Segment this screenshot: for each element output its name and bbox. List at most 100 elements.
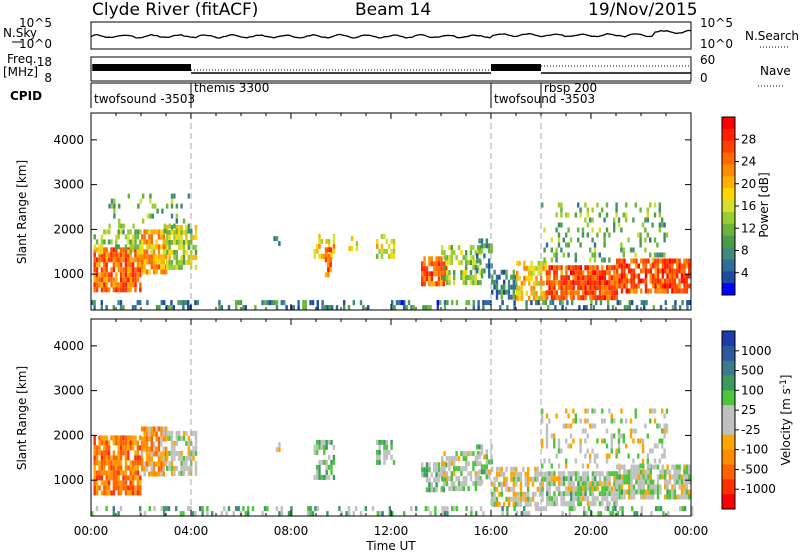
scatter-cell bbox=[655, 506, 658, 512]
scatter-cell bbox=[110, 252, 113, 258]
scatter-cell bbox=[315, 464, 319, 470]
scatter-cell bbox=[591, 408, 594, 414]
scatter-cell bbox=[150, 426, 153, 432]
scatter-cell bbox=[623, 263, 626, 269]
scatter-cell bbox=[467, 461, 470, 467]
scatter-cell bbox=[107, 257, 111, 263]
scatter-cell bbox=[628, 288, 631, 294]
scatter-cell bbox=[430, 276, 433, 282]
scatter-cell bbox=[168, 259, 171, 265]
scatter-cell bbox=[517, 496, 520, 502]
scatter-cell bbox=[577, 270, 580, 276]
scatter-cell bbox=[596, 202, 599, 208]
scatter-cell bbox=[187, 239, 190, 245]
scatter-cell bbox=[567, 491, 570, 497]
y-tick-label: 1000 bbox=[53, 267, 84, 281]
scatter-cell bbox=[477, 481, 480, 487]
scatter-cell bbox=[117, 480, 120, 486]
scatter-cell bbox=[630, 484, 633, 490]
scatter-cell bbox=[649, 484, 652, 490]
scatter-cell bbox=[565, 270, 568, 276]
scatter-cell bbox=[472, 275, 475, 281]
scatter-cell bbox=[378, 449, 381, 455]
scatter-cell bbox=[637, 278, 640, 284]
scatter-cell bbox=[266, 300, 269, 306]
scatter-cell bbox=[520, 285, 524, 291]
colorbar-tick-label: 8 bbox=[741, 244, 749, 258]
scatter-cell bbox=[445, 456, 449, 462]
scatter-cell bbox=[644, 494, 648, 500]
scatter-cell bbox=[185, 234, 188, 240]
scatter-cell bbox=[355, 241, 359, 247]
scatter-cell bbox=[327, 464, 331, 470]
scatter-cell bbox=[107, 440, 111, 446]
scatter-cell bbox=[155, 269, 158, 275]
scatter-cell bbox=[163, 223, 166, 229]
scatter-cell bbox=[107, 252, 111, 258]
scatter-cell bbox=[535, 290, 538, 296]
scatter-cell bbox=[570, 270, 573, 276]
scatter-cell bbox=[532, 265, 536, 271]
freq-label-2: [MHz] bbox=[3, 65, 38, 79]
scatter-cell bbox=[435, 477, 438, 483]
scatter-cell bbox=[685, 464, 688, 470]
scatter-cell bbox=[355, 506, 358, 512]
scatter-cell bbox=[383, 454, 386, 460]
scatter-cell bbox=[105, 287, 108, 293]
scatter-cell bbox=[594, 295, 597, 301]
scatter-cell bbox=[136, 267, 140, 273]
scatter-cell bbox=[645, 300, 648, 306]
scatter-cell bbox=[327, 454, 331, 460]
scatter-cell bbox=[422, 305, 425, 311]
scatter-cell bbox=[586, 222, 589, 228]
scatter-cell bbox=[100, 287, 104, 293]
scatter-cell bbox=[251, 506, 255, 512]
scatter-cell bbox=[173, 450, 176, 456]
scatter-cell bbox=[119, 247, 123, 253]
scatter-cell bbox=[143, 471, 146, 477]
scatter-cell bbox=[598, 252, 601, 258]
scatter-cell bbox=[488, 248, 491, 254]
scatter-cell bbox=[553, 270, 556, 276]
scatter-cell bbox=[273, 300, 276, 306]
scatter-cell bbox=[318, 253, 321, 259]
scatter-cell bbox=[187, 470, 190, 476]
scatter-cell bbox=[445, 255, 449, 261]
scatter-cell bbox=[582, 270, 585, 276]
scatter-cell bbox=[423, 281, 426, 287]
scatter-cell bbox=[139, 267, 142, 273]
scatter-cell bbox=[192, 234, 195, 240]
scatter-cell bbox=[445, 462, 448, 468]
scatter-cell bbox=[573, 506, 576, 512]
scatter-cell bbox=[647, 288, 650, 294]
scatter-cell bbox=[668, 258, 672, 264]
scatter-cell bbox=[536, 471, 539, 477]
scatter-cell bbox=[112, 305, 115, 311]
scatter-cell bbox=[678, 288, 681, 294]
scatter-cell bbox=[136, 490, 140, 496]
scatter-cell bbox=[644, 423, 647, 429]
scatter-cell bbox=[495, 284, 499, 290]
scatter-cell bbox=[150, 244, 153, 250]
scatter-cell bbox=[649, 469, 652, 475]
scatter-cell bbox=[589, 290, 592, 296]
scatter-cell bbox=[663, 428, 666, 434]
scatter-cell bbox=[666, 283, 669, 289]
scatter-cell bbox=[433, 271, 436, 277]
scatter-cell bbox=[515, 476, 518, 482]
scatter-cell bbox=[139, 272, 142, 278]
scatter-cell bbox=[640, 484, 643, 490]
scatter-cell bbox=[681, 300, 684, 306]
scatter-cell bbox=[601, 481, 604, 487]
scatter-cell bbox=[649, 489, 652, 495]
scatter-cell bbox=[143, 259, 146, 265]
scatter-cell bbox=[594, 486, 597, 492]
scatter-cell bbox=[283, 300, 286, 306]
scatter-cell bbox=[175, 234, 178, 240]
scatter-cell bbox=[565, 280, 568, 286]
scatter-cell bbox=[119, 450, 123, 456]
scatter-cell bbox=[95, 506, 99, 512]
scatter-cell bbox=[194, 234, 198, 240]
scatter-cell bbox=[608, 265, 611, 271]
scatter-cell bbox=[325, 459, 328, 465]
